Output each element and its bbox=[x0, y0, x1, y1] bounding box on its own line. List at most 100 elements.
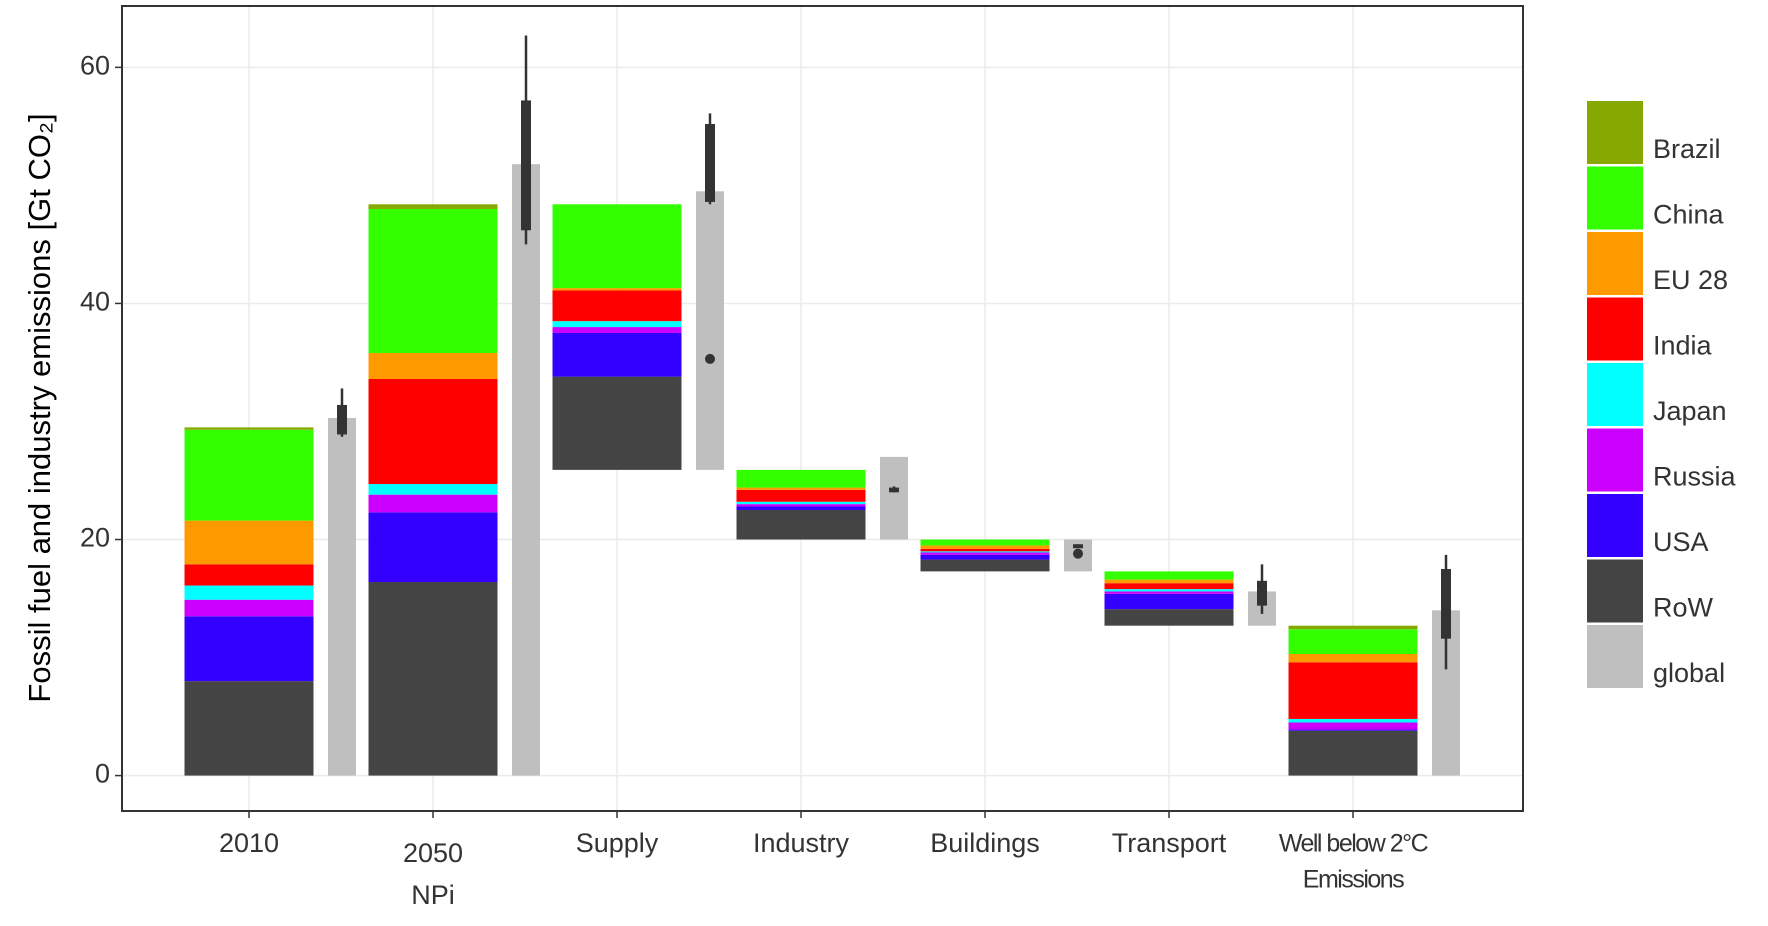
legend-label: USA bbox=[1653, 527, 1709, 557]
bar-segment bbox=[552, 290, 682, 322]
bar-segment bbox=[1288, 730, 1418, 776]
x-tick-label: 2050 bbox=[403, 838, 463, 868]
bar-segment bbox=[368, 378, 498, 485]
legend-key bbox=[1587, 232, 1643, 295]
global-bar bbox=[880, 456, 908, 540]
bar-segment bbox=[1288, 629, 1418, 655]
legend-key bbox=[1587, 494, 1643, 557]
y-tick-label: 20 bbox=[80, 523, 110, 553]
global-bar bbox=[696, 191, 724, 470]
x-tick-label: Well below 2°C bbox=[1279, 830, 1429, 858]
bar-segment bbox=[184, 585, 314, 600]
bar-segment bbox=[736, 489, 866, 502]
global-bar bbox=[512, 164, 540, 776]
x-tick-label: Transport bbox=[1112, 828, 1227, 858]
legend-key bbox=[1587, 101, 1643, 164]
outlier-point bbox=[1073, 548, 1083, 559]
bar-segment bbox=[1288, 625, 1418, 630]
bar-segment bbox=[552, 332, 682, 377]
y-tick-label: 60 bbox=[80, 51, 110, 81]
x-tick-label: 2010 bbox=[219, 828, 279, 858]
bar-segment bbox=[1288, 729, 1418, 731]
bar-segment bbox=[920, 545, 1050, 549]
bar-segment bbox=[920, 552, 1050, 555]
bar-segment bbox=[736, 501, 866, 505]
bar-segment bbox=[184, 616, 314, 682]
bar-segment bbox=[736, 469, 866, 488]
box bbox=[889, 487, 899, 493]
legend-key bbox=[1587, 428, 1643, 492]
legend-label: Brazil bbox=[1653, 134, 1721, 164]
bar-segment bbox=[552, 376, 682, 470]
legend-label: Russia bbox=[1653, 462, 1737, 492]
y-axis-label: Fossil fuel and industry emissions [Gt C… bbox=[22, 113, 57, 702]
bar-segment bbox=[1288, 722, 1418, 730]
bar-segment bbox=[736, 487, 866, 490]
bar-segment bbox=[1104, 571, 1234, 580]
bar-segment bbox=[184, 427, 314, 430]
bar-segment bbox=[920, 548, 1050, 552]
bar-segment bbox=[1104, 589, 1234, 592]
legend-label: global bbox=[1653, 658, 1725, 688]
bar-segment bbox=[1104, 579, 1234, 584]
bar-segment bbox=[368, 512, 498, 583]
legend-label: EU 28 bbox=[1653, 265, 1728, 295]
legend-key bbox=[1587, 363, 1643, 426]
legend-key bbox=[1587, 625, 1643, 688]
legend-label: India bbox=[1653, 331, 1713, 361]
y-tick-label: 0 bbox=[95, 759, 110, 789]
x-tick-label: NPi bbox=[411, 880, 455, 910]
box bbox=[337, 404, 347, 435]
bar-segment bbox=[368, 494, 498, 513]
box bbox=[1257, 580, 1267, 606]
bar-segment bbox=[1288, 654, 1418, 663]
bar-segment bbox=[1288, 718, 1418, 723]
legend-label: RoW bbox=[1653, 593, 1714, 623]
bar-segment bbox=[1104, 593, 1234, 610]
bar-segment bbox=[368, 209, 498, 354]
bar-segment bbox=[1288, 662, 1418, 719]
bar-segment bbox=[552, 327, 682, 333]
legend-key bbox=[1587, 166, 1643, 230]
bar-segment bbox=[184, 681, 314, 776]
legend-key bbox=[1587, 559, 1643, 623]
bar-segment bbox=[368, 353, 498, 379]
bar-segment bbox=[552, 204, 682, 289]
bar-segment bbox=[184, 520, 314, 565]
legend-label: China bbox=[1653, 200, 1725, 230]
bar-segment bbox=[920, 539, 1050, 546]
legend-label: Japan bbox=[1653, 396, 1727, 426]
legend-key bbox=[1587, 297, 1643, 361]
bar-segment bbox=[920, 551, 1050, 553]
box bbox=[1441, 569, 1451, 639]
bar-segment bbox=[184, 429, 314, 521]
y-tick-label: 40 bbox=[80, 287, 110, 317]
x-tick-label: Industry bbox=[753, 828, 850, 858]
plot-border bbox=[121, 5, 1524, 812]
bar-segment bbox=[368, 484, 498, 495]
bar-segment bbox=[368, 204, 498, 210]
bar-segment bbox=[552, 321, 682, 328]
bar-segment bbox=[552, 288, 682, 291]
global-bar bbox=[328, 417, 356, 776]
box bbox=[521, 100, 531, 231]
box bbox=[705, 124, 715, 202]
bar-segment bbox=[920, 554, 1050, 560]
x-tick-label: Supply bbox=[576, 828, 659, 858]
bar-segment bbox=[1104, 609, 1234, 626]
bar-segment bbox=[920, 559, 1050, 572]
x-tick-label: Emissions bbox=[1303, 866, 1404, 894]
bar-segment bbox=[1104, 591, 1234, 594]
outlier-point bbox=[705, 353, 715, 364]
bar-segment bbox=[736, 506, 866, 511]
bar-segment bbox=[184, 599, 314, 617]
bar-segment bbox=[368, 582, 498, 776]
bar-segment bbox=[1104, 583, 1234, 590]
x-tick-label: Buildings bbox=[930, 828, 1040, 858]
bar-segment bbox=[736, 504, 866, 507]
box bbox=[1073, 544, 1083, 549]
bar-segment bbox=[184, 564, 314, 586]
bar-segment bbox=[736, 510, 866, 540]
